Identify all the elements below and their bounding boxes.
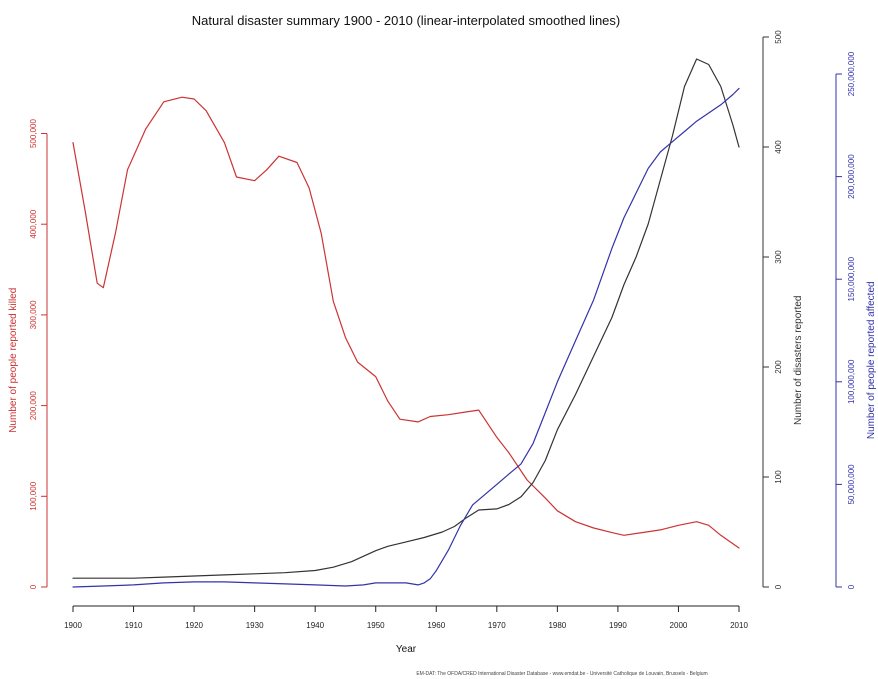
x-tick-label: 1990 xyxy=(609,621,627,630)
x-tick-label: 1910 xyxy=(125,621,143,630)
x-tick-label: 2000 xyxy=(670,621,688,630)
far-right-tick-label: 100,000,000 xyxy=(847,359,856,404)
source-caption: EM-DAT: The OFDA/CRED International Disa… xyxy=(416,671,707,677)
left-axis-title: Number of people reported killed xyxy=(8,288,19,433)
far-right-tick-label: 50,000,000 xyxy=(847,464,856,505)
series-affected-line xyxy=(72,87,740,588)
left-tick-label: 0 xyxy=(29,584,38,589)
left-tick-label: 500,000 xyxy=(29,118,38,147)
left-tick-label: 300,000 xyxy=(29,300,38,329)
x-tick-label: 1960 xyxy=(427,621,445,630)
left-tick-label: 200,000 xyxy=(29,391,38,420)
right-tick-label: 200 xyxy=(774,360,783,374)
x-tick-label: 1900 xyxy=(64,621,82,630)
left-tick-label: 100,000 xyxy=(29,481,38,510)
right-tick-label: 100 xyxy=(774,470,783,484)
right-tick-label: 300 xyxy=(774,250,783,264)
far-right-tick-label: 200,000,000 xyxy=(847,154,856,199)
series-disasters-line xyxy=(72,58,740,579)
far-right-tick-label: 0 xyxy=(847,584,856,589)
series-killed-line xyxy=(72,96,740,549)
far-right-axis-title: Number of people reported affected xyxy=(866,281,877,439)
x-axis-title: Year xyxy=(396,644,417,655)
series-layer xyxy=(72,58,740,588)
right-axis-title: Number of disasters reported xyxy=(793,295,804,425)
right-tick-label: 500 xyxy=(774,30,783,44)
axes-layer: 1900 1910 1920 1930 1940 1950 1960 1970 1980 1990… xyxy=(29,30,856,630)
far-right-tick-label: 150,000,000 xyxy=(847,256,856,301)
left-tick-label: 400,000 xyxy=(29,209,38,238)
right-tick-label: 400 xyxy=(774,140,783,154)
chart-title: Natural disaster summary 1900 - 2010 (li… xyxy=(192,13,621,28)
x-tick-label: 1970 xyxy=(488,621,506,630)
x-tick-label: 1940 xyxy=(306,621,324,630)
x-tick-label: 2010 xyxy=(730,621,748,630)
x-tick-label: 1930 xyxy=(246,621,264,630)
far-right-tick-label: 250,000,000 xyxy=(847,51,856,96)
x-tick-label: 1950 xyxy=(367,621,385,630)
right-tick-label: 0 xyxy=(774,584,783,589)
x-tick-label: 1920 xyxy=(185,621,203,630)
x-tick-label: 1980 xyxy=(548,621,566,630)
